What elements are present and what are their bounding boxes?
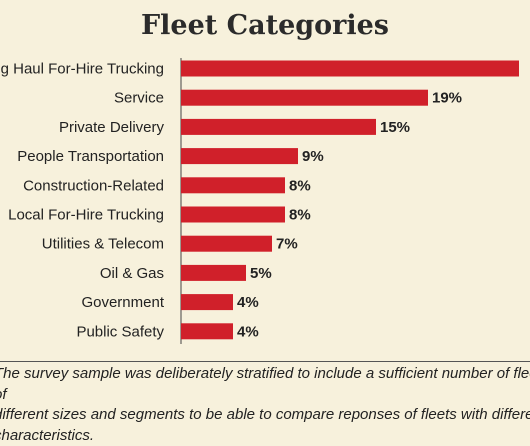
bar [181,60,519,77]
bars-group: Long Haul For-Hire Trucking Service 19% Pri… [0,60,519,340]
category-label: Service [114,90,164,107]
bar [181,177,285,194]
category-label: Long Haul For-Hire Trucking [0,61,164,78]
category-label: Construction-Related [23,177,164,194]
value-label: 9% [302,148,324,165]
bar [181,148,298,165]
category-label: Oil & Gas [100,265,164,282]
value-label: 8% [289,207,311,224]
value-label: 5% [250,265,272,282]
bar [181,294,233,311]
value-label: 8% [289,177,311,194]
value-label: 4% [237,323,259,340]
footnote: The survey sample was deliberately strat… [0,365,530,444]
value-label: 15% [380,119,410,136]
bar [181,118,376,135]
category-label: Private Delivery [59,119,165,136]
category-label: Utilities & Telecom [42,236,164,253]
value-label: 19% [432,90,462,107]
chart-title: Fleet Categories [140,10,390,41]
bar [181,89,428,106]
bar [181,206,285,223]
divider [0,361,530,362]
bar [181,235,272,252]
bar-chart: Long Haul For-Hire Trucking Service 19% Pri… [0,58,519,344]
category-label: Local For-Hire Trucking [8,207,164,224]
category-label: People Transportation [17,148,164,165]
bar [181,323,233,340]
value-label: 7% [276,236,298,253]
bar [181,264,246,281]
category-label: Government [81,294,164,311]
value-label: 4% [237,294,259,311]
category-label: Public Safety [76,323,164,340]
